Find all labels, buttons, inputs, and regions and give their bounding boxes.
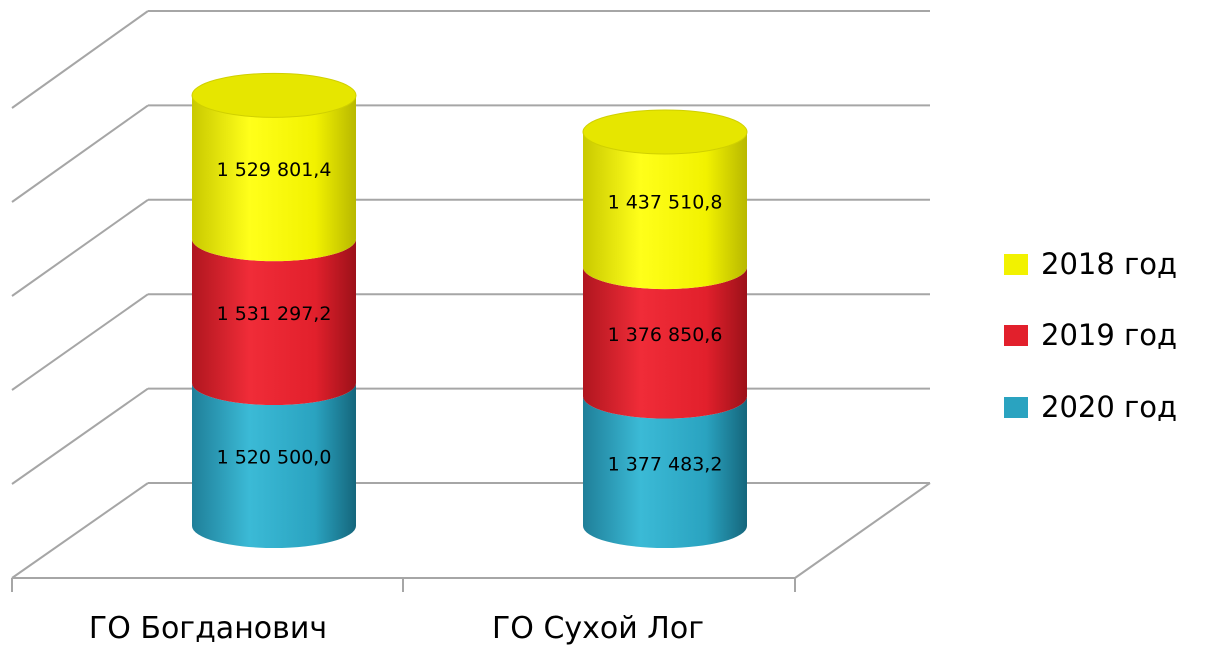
- bar-top-cap: [582, 109, 748, 155]
- gridline-side: [11, 10, 149, 109]
- category-labels: ГО Богданович ГО Сухой Лог: [89, 611, 704, 646]
- bar-segment: [192, 95, 356, 262]
- category-label: ГО Богданович: [89, 611, 327, 646]
- data-label: 1 529 801,4: [217, 159, 332, 181]
- bar-segment: [192, 239, 356, 406]
- floor-right-edge: [794, 482, 931, 579]
- bar-segment: [192, 383, 356, 548]
- bar-top-cap: [191, 72, 357, 118]
- gridline-side: [11, 104, 149, 203]
- gridline-side: [11, 482, 149, 579]
- bar-segment: [583, 267, 747, 419]
- legend-label: 2018 год: [1041, 247, 1177, 281]
- legend-label: 2020 год: [1041, 390, 1177, 424]
- gridlines: [11, 10, 931, 592]
- bars: 1 520 500,0 1 531 297,2 1 529 801,4 1 377 4…: [191, 72, 748, 548]
- legend-label: 2019 год: [1041, 318, 1177, 352]
- legend-swatch: [1004, 397, 1028, 418]
- cylinder-bar: 1 377 483,2 1 376 850,6 1 437 510,8: [582, 109, 748, 548]
- cylinder-bar: 1 520 500,0 1 531 297,2 1 529 801,4: [191, 72, 357, 548]
- bar-segment: [583, 396, 747, 548]
- gridline-side: [11, 293, 149, 391]
- gridline-side: [11, 198, 149, 297]
- bar-segment: [583, 131, 747, 290]
- legend-swatch: [1004, 254, 1028, 275]
- gridline-side: [11, 387, 149, 485]
- data-label: 1 531 297,2: [217, 303, 332, 325]
- data-label: 1 520 500,0: [217, 447, 332, 469]
- legend: 2018 год 2019 год 2020 год: [1004, 247, 1177, 424]
- category-label: ГО Сухой Лог: [492, 611, 704, 646]
- data-label: 1 376 850,6: [608, 324, 723, 346]
- legend-swatch: [1004, 325, 1028, 346]
- data-label: 1 377 483,2: [608, 453, 723, 475]
- data-label: 1 437 510,8: [608, 192, 723, 214]
